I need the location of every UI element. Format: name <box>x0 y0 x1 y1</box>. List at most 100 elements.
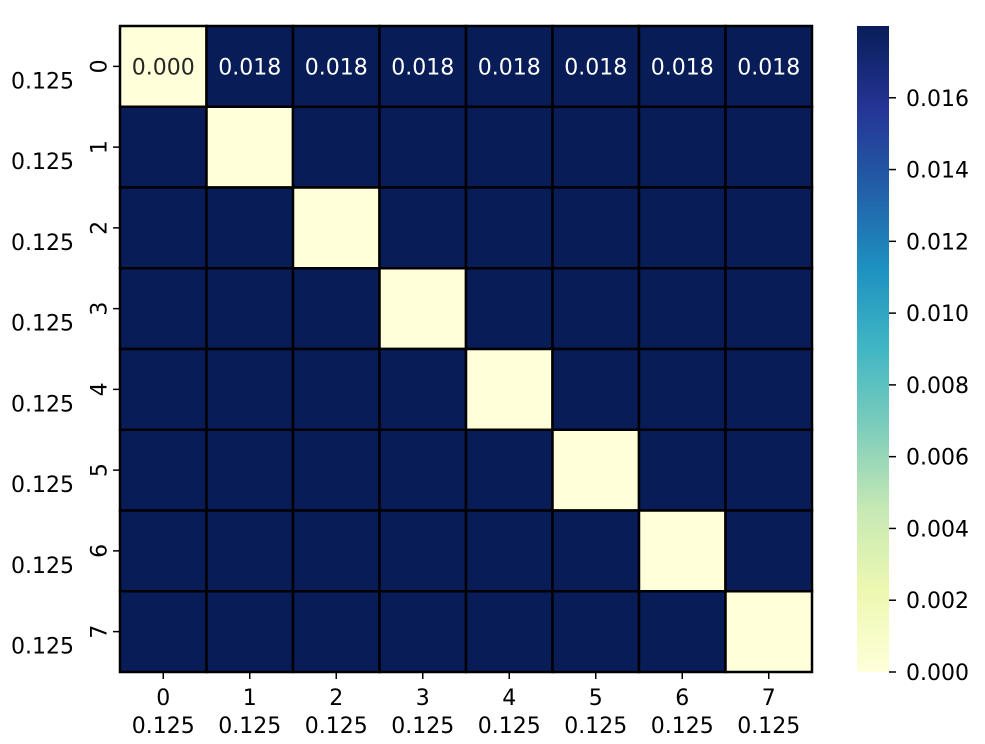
cell-annotation-0-2: 0.018 <box>305 55 368 80</box>
heatmap-cell-7-3 <box>378 590 468 674</box>
heatmap-cell-7-5 <box>551 590 641 674</box>
x-tick-label-7: 7 <box>762 686 776 711</box>
heatmap-cell-1-0 <box>118 105 208 189</box>
y-tick-secondary-label-2: 0.125 <box>11 231 74 256</box>
colorbar-tick-label-7: 0.014 <box>906 159 969 184</box>
heatmap-cell-5-2 <box>291 428 381 512</box>
heatmap-cell-4-6 <box>637 347 727 431</box>
x-tick-label-3: 3 <box>416 686 430 711</box>
x-tick-secondary-label-0: 0.125 <box>132 714 195 739</box>
colorbar-tick-label-2: 0.004 <box>906 517 969 542</box>
y-tick-label-2: 2 <box>88 221 113 235</box>
heatmap-cell-2-3 <box>378 186 468 270</box>
heatmap-cell-2-1 <box>205 186 295 270</box>
cell-annotation-0-1: 0.018 <box>218 55 281 80</box>
y-tick-secondary-label-3: 0.125 <box>11 312 74 337</box>
heatmap-cell-4-4 <box>464 347 554 431</box>
y-tick-label-4: 4 <box>88 382 113 396</box>
heatmap-cell-1-5 <box>551 105 641 189</box>
y-tick-secondary-label-5: 0.125 <box>11 473 74 498</box>
heatmap-cell-3-6 <box>637 267 727 351</box>
colorbar: 0.000 0.002 0.004 0.006 0.008 0.010 0.012 0.014… <box>857 26 969 686</box>
heatmap-cell-3-7 <box>724 267 814 351</box>
heatmap-cell-7-7 <box>724 590 814 674</box>
colorbar-tick-label-4: 0.008 <box>906 374 969 399</box>
heatmap-cell-1-3 <box>378 105 468 189</box>
heatmap-cell-1-7 <box>724 105 814 189</box>
x-tick-label-5: 5 <box>589 686 603 711</box>
y-tick-label-7: 7 <box>88 625 113 639</box>
y-tick-secondary-label-7: 0.125 <box>11 635 74 660</box>
x-tick-label-0: 0 <box>156 686 170 711</box>
y-tick-label-5: 5 <box>88 463 113 477</box>
heatmap-cell-2-0 <box>118 186 208 270</box>
heatmap-cell-3-5 <box>551 267 641 351</box>
heatmap-cell-6-2 <box>291 509 381 593</box>
heatmap-cell-6-4 <box>464 509 554 593</box>
heatmap-cell-7-4 <box>464 590 554 674</box>
heatmap-cell-5-7 <box>724 428 814 512</box>
cell-annotation-0-6: 0.018 <box>651 55 714 80</box>
heatmap-cell-3-1 <box>205 267 295 351</box>
heatmap-cell-4-5 <box>551 347 641 431</box>
x-tick-secondary-label-3: 0.125 <box>391 714 454 739</box>
heatmap-cell-4-7 <box>724 347 814 431</box>
cell-annotation-0-5: 0.018 <box>564 55 627 80</box>
heatmap-cell-4-3 <box>378 347 468 431</box>
heatmap-cell-7-0 <box>118 590 208 674</box>
heatmap-cell-0-1 <box>205 24 295 108</box>
heatmap-cell-6-5 <box>551 509 641 593</box>
x-tick-label-2: 2 <box>329 686 343 711</box>
y-tick-secondary-label-0: 0.125 <box>11 69 74 94</box>
y-tick-secondary-label-4: 0.125 <box>11 392 74 417</box>
heatmap-cell-2-7 <box>724 186 814 270</box>
heatmap-cell-5-0 <box>118 428 208 512</box>
heatmap-cell-4-0 <box>118 347 208 431</box>
x-tick-secondary-label-7: 0.125 <box>737 714 800 739</box>
heatmap-cell-3-2 <box>291 267 381 351</box>
heatmap-cell-6-6 <box>637 509 727 593</box>
heatmap-cell-3-0 <box>118 267 208 351</box>
heatmap-cell-5-1 <box>205 428 295 512</box>
y-tick-label-0: 0 <box>88 59 113 73</box>
y-tick-label-1: 1 <box>88 140 113 154</box>
heatmap-cells <box>118 24 814 674</box>
cell-annotation-0-3: 0.018 <box>391 55 454 80</box>
cell-annotation-0-7: 0.018 <box>737 55 800 80</box>
colorbar-tick-label-1: 0.002 <box>906 589 969 614</box>
heatmap-cell-1-4 <box>464 105 554 189</box>
heatmap-cell-4-2 <box>291 347 381 431</box>
heatmap-cell-7-1 <box>205 590 295 674</box>
heatmap-cell-5-4 <box>464 428 554 512</box>
colorbar-tick-label-3: 0.006 <box>906 446 969 471</box>
x-tick-secondary-label-2: 0.125 <box>305 714 368 739</box>
colorbar-tick-label-8: 0.016 <box>906 87 969 112</box>
heatmap-cell-3-4 <box>464 267 554 351</box>
x-tick-label-4: 4 <box>502 686 516 711</box>
heatmap-cell-6-3 <box>378 509 468 593</box>
x-tick-secondary-label-6: 0.125 <box>651 714 714 739</box>
colorbar-tick-label-6: 0.012 <box>906 230 969 255</box>
colorbar-tick-label-5: 0.010 <box>906 302 969 327</box>
heatmap-cell-2-4 <box>464 186 554 270</box>
heatmap-cell-1-1 <box>205 105 295 189</box>
heatmap-cell-7-6 <box>637 590 727 674</box>
heatmap-cell-1-6 <box>637 105 727 189</box>
cell-annotation-0-0: 0.000 <box>132 55 195 80</box>
heatmap-cell-2-5 <box>551 186 641 270</box>
heatmap-cell-7-2 <box>291 590 381 674</box>
y-tick-label-3: 3 <box>88 302 113 316</box>
heatmap-cell-5-5 <box>551 428 641 512</box>
heatmap-cell-2-6 <box>637 186 727 270</box>
y-tick-label-6: 6 <box>88 544 113 558</box>
heatmap-cell-6-0 <box>118 509 208 593</box>
y-tick-secondary-label-1: 0.125 <box>11 150 74 175</box>
heatmap-cell-6-1 <box>205 509 295 593</box>
x-tick-label-1: 1 <box>243 686 257 711</box>
colorbar-gradient <box>857 26 889 672</box>
heatmap-cell-6-7 <box>724 509 814 593</box>
x-tick-label-6: 6 <box>675 686 689 711</box>
x-tick-secondary-label-5: 0.125 <box>564 714 627 739</box>
